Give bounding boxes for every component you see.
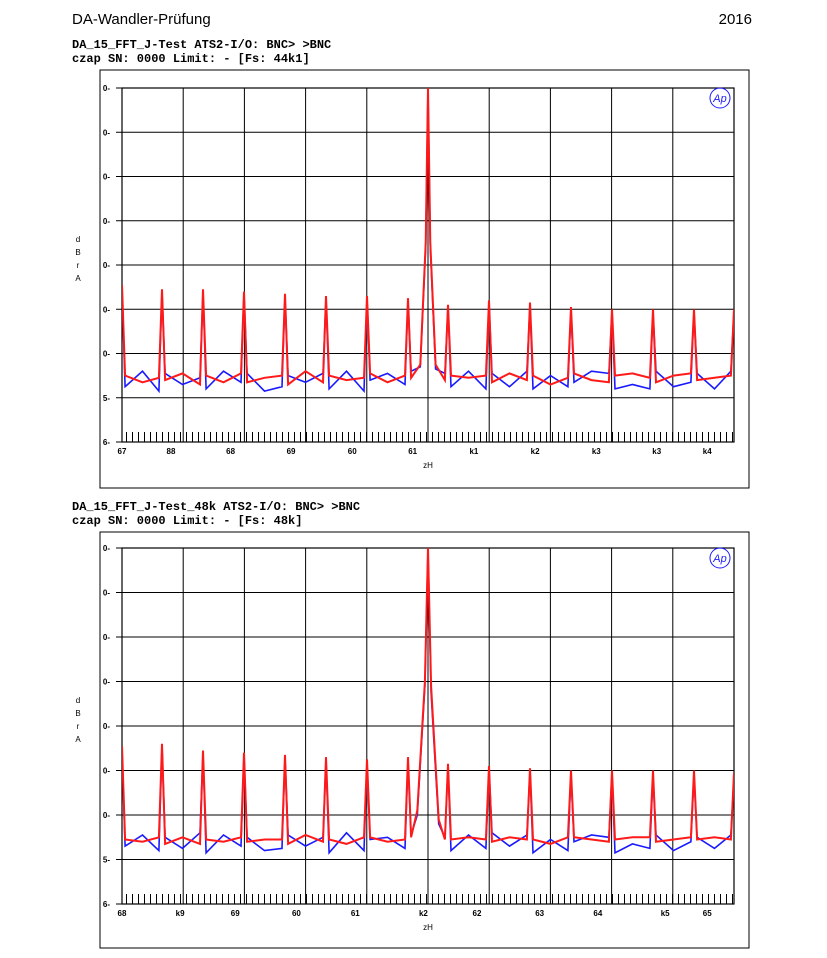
chart-title: DA_15_FFT_J-Test ATS2-I/O: BNC> >BNC (72, 38, 331, 52)
x-axis-label: zH (423, 461, 433, 470)
x-tick-label: k9 (176, 909, 185, 918)
y-tick-label: 0- (103, 128, 110, 137)
chart-frame (99, 531, 750, 949)
y-tick-label: 0- (103, 261, 110, 270)
x-tick-label: 60 (348, 447, 357, 456)
minor-ticks (122, 894, 734, 904)
y-axis-label: dBrA (74, 696, 83, 748)
x-tick-label: k1 (469, 447, 478, 456)
series-line (122, 547, 734, 846)
x-axis-label: zH (423, 923, 433, 932)
chart-title: DA_15_FFT_J-Test_48k ATS2-I/O: BNC> >BNC (72, 500, 360, 514)
x-tick-label: 65 (703, 909, 712, 918)
x-tick-label: k2 (419, 909, 428, 918)
chart-subtitle: czap SN: 0000 Limit: - [Fs: 48k] (72, 514, 302, 528)
x-tick-label: 60 (292, 909, 301, 918)
x-tick-label: 62 (473, 909, 482, 918)
chart-frame (99, 69, 750, 489)
x-tick-label: 63 (535, 909, 544, 918)
x-tick-label: k4 (703, 447, 712, 456)
x-tick-label: k3 (592, 447, 601, 456)
y-tick-label: 5- (103, 394, 110, 403)
header-year: 2016 (719, 11, 752, 28)
logo-ring (709, 547, 731, 569)
y-tick-label: 0- (103, 544, 110, 553)
y-tick-label: 5- (103, 856, 110, 865)
minor-ticks (122, 432, 734, 442)
y-tick-label: 0- (103, 217, 110, 226)
x-tick-label: 68 (226, 447, 235, 456)
x-tick-label: k2 (531, 447, 540, 456)
y-tick-label: 6- (103, 438, 110, 447)
y-tick-label: 0- (103, 678, 110, 687)
y-tick-label: 0- (103, 84, 110, 93)
y-tick-label: 0- (103, 767, 110, 776)
y-tick-label: 0- (103, 589, 110, 598)
y-tick-label: 0- (103, 305, 110, 314)
y-tick-label: 6- (103, 900, 110, 909)
x-tick-label: 64 (593, 909, 602, 918)
series-line (122, 87, 734, 387)
logo: Ap (712, 553, 726, 565)
x-tick-label: 67 (118, 447, 127, 456)
y-tick-label: 0- (103, 350, 110, 359)
x-tick-label: k5 (661, 909, 670, 918)
y-tick-label: 0- (103, 722, 110, 731)
y-axis-label: dBrA (74, 235, 83, 287)
header-title: DA-Wandler-Prüfung (72, 11, 211, 28)
x-tick-label: 68 (118, 909, 127, 918)
x-tick-label: 69 (231, 909, 240, 918)
logo-ring (709, 87, 731, 109)
x-tick-label: 61 (408, 447, 417, 456)
logo: Ap (712, 93, 726, 105)
x-tick-label: 88 (167, 447, 176, 456)
y-tick-label: 0- (103, 173, 110, 182)
y-tick-label: 0- (103, 633, 110, 642)
x-tick-label: k3 (652, 447, 661, 456)
x-tick-label: 69 (287, 447, 296, 456)
chart-subtitle: czap SN: 0000 Limit: - [Fs: 44k1] (72, 52, 310, 66)
x-tick-label: 61 (351, 909, 360, 918)
y-tick-label: 0- (103, 811, 110, 820)
